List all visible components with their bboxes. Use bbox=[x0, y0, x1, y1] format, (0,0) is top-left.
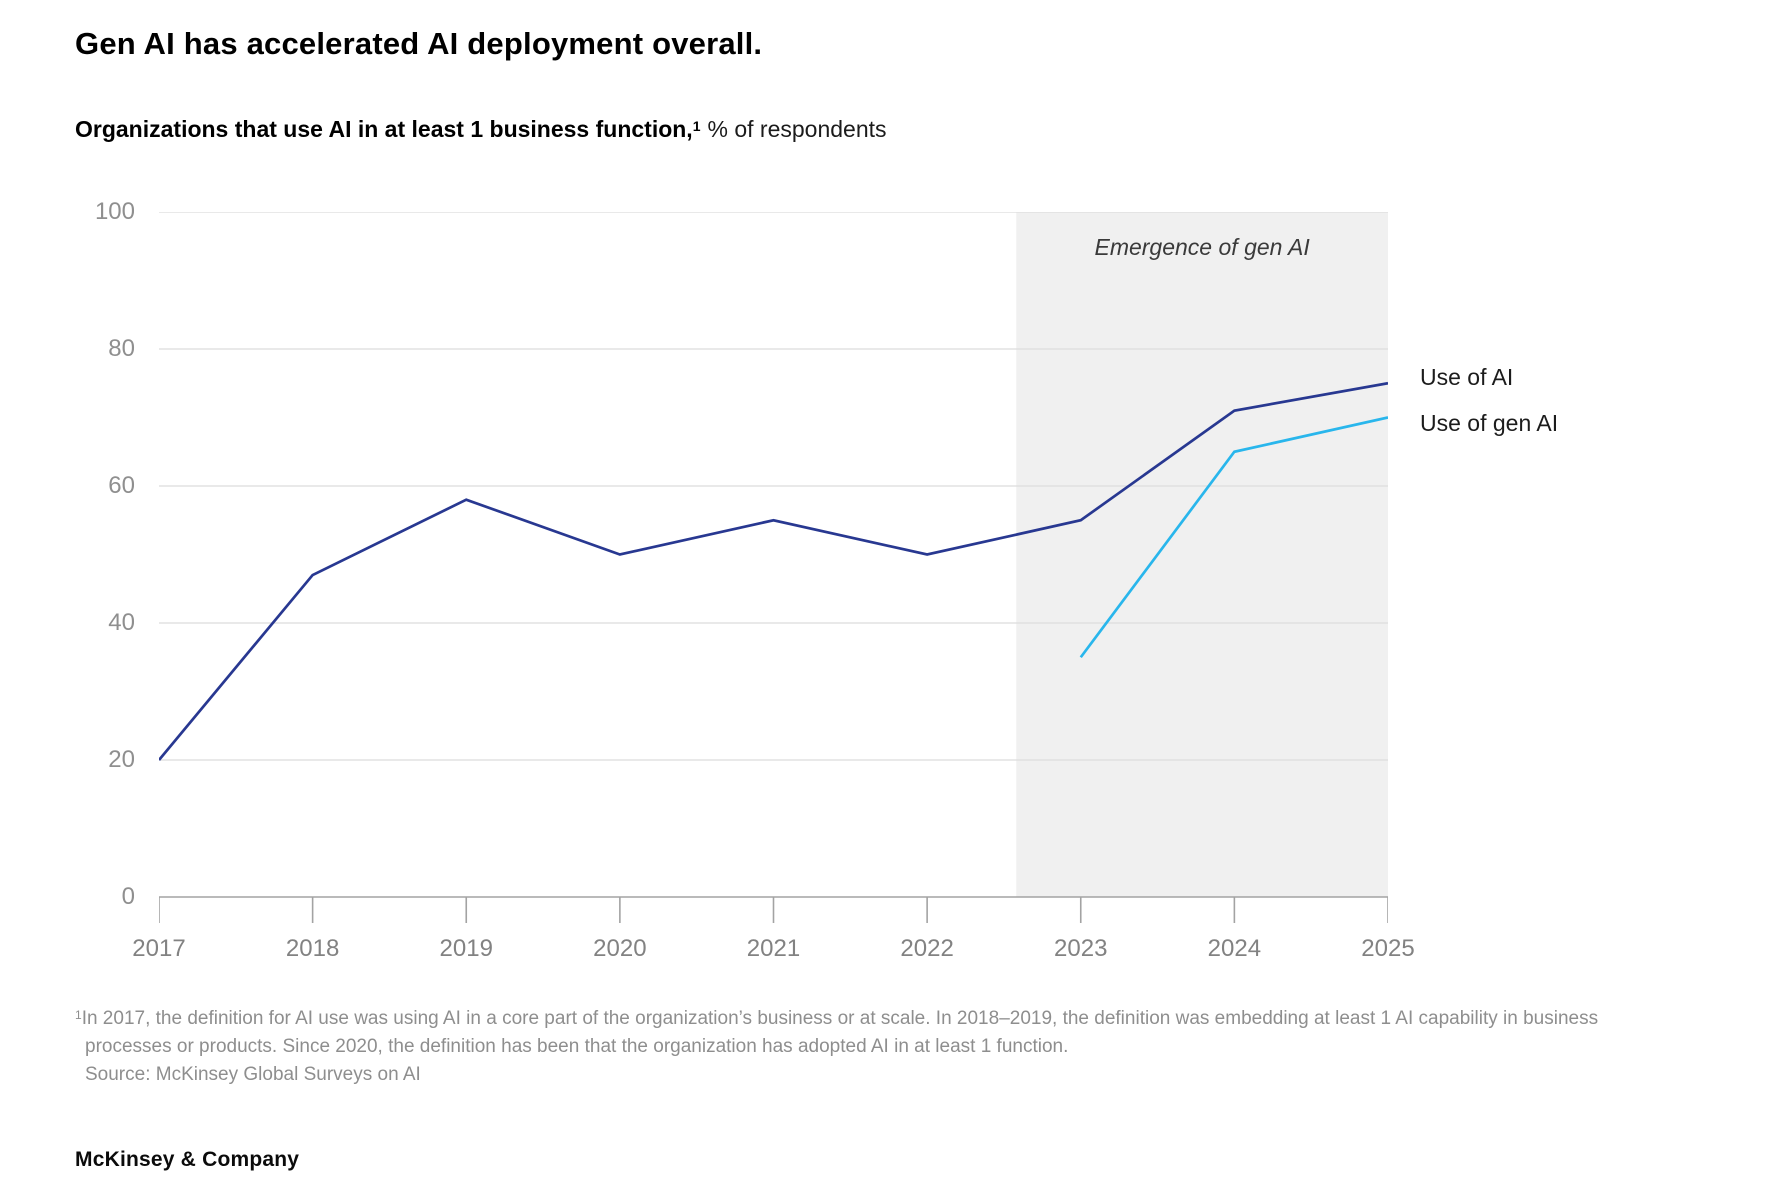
use-of-ai-line bbox=[157, 381, 1389, 761]
y-axis-label: 60 bbox=[108, 472, 135, 499]
y-axis-label: 0 bbox=[121, 883, 135, 910]
footnote: 1In 2017, the definition for AI use was … bbox=[75, 1001, 1645, 1089]
footnote-superscript: 1 bbox=[75, 1008, 82, 1022]
emergence-band bbox=[1016, 212, 1388, 897]
y-axis-labels: 0 20 40 60 80 100 bbox=[49, 198, 135, 910]
plot-area: 0 20 40 60 80 100 Emergence of gen AI 2017 201… bbox=[95, 198, 1415, 962]
x-axis-label: 2017 bbox=[132, 935, 186, 962]
use-of-gen-ai-line bbox=[1079, 416, 1389, 659]
x-axis-label: 2021 bbox=[746, 935, 801, 962]
page-title: Gen AI has accelerated AI deployment ove… bbox=[75, 26, 763, 61]
footnote-text: In 2017, the definition for AI use was u… bbox=[81, 1008, 1599, 1057]
legend-label-use-of-gen-ai: Use of gen AI bbox=[1420, 410, 1559, 436]
x-axis-label: 2018 bbox=[285, 935, 340, 962]
x-axis-label: 2020 bbox=[593, 935, 647, 962]
y-axis-label: 80 bbox=[108, 335, 135, 362]
subtitle-superscript: 1 bbox=[692, 118, 701, 134]
subtitle-bold: Organizations that use AI in at least 1 … bbox=[75, 116, 693, 142]
emergence-band-label: Emergence of gen AI bbox=[1094, 234, 1310, 260]
x-axis-labels: 2017 2018 2019 2020 2021 2022 2023 2024 2025 bbox=[132, 934, 1414, 964]
subtitle-regular: % of respondents bbox=[707, 116, 887, 142]
y-axis-label: 20 bbox=[108, 746, 135, 773]
line-chart-svg bbox=[157, 211, 1389, 923]
chart-subtitle: Organizations that use AI in at least 1 … bbox=[75, 116, 887, 143]
x-axis-label: 2023 bbox=[1054, 935, 1108, 962]
x-axis-label: 2022 bbox=[900, 935, 954, 962]
legend-label-use-of-ai: Use of AI bbox=[1420, 364, 1514, 390]
source-line: Source: McKinsey Global Surveys on AI bbox=[85, 1064, 421, 1085]
x-axis-label: 2025 bbox=[1361, 935, 1415, 962]
y-axis-label: 100 bbox=[94, 198, 135, 225]
mckinsey-wordmark: McKinsey & Company bbox=[75, 1148, 300, 1171]
footnote-note: 1In 2017, the definition for AI use was … bbox=[75, 1001, 1645, 1061]
x-axis-label: 2019 bbox=[439, 935, 493, 962]
x-axis-label: 2024 bbox=[1207, 935, 1262, 962]
y-axis-label: 40 bbox=[108, 609, 135, 636]
